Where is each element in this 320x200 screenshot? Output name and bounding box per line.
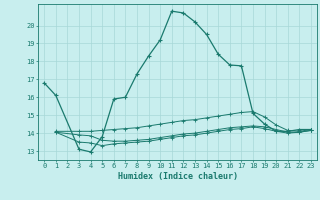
- X-axis label: Humidex (Indice chaleur): Humidex (Indice chaleur): [118, 172, 238, 181]
